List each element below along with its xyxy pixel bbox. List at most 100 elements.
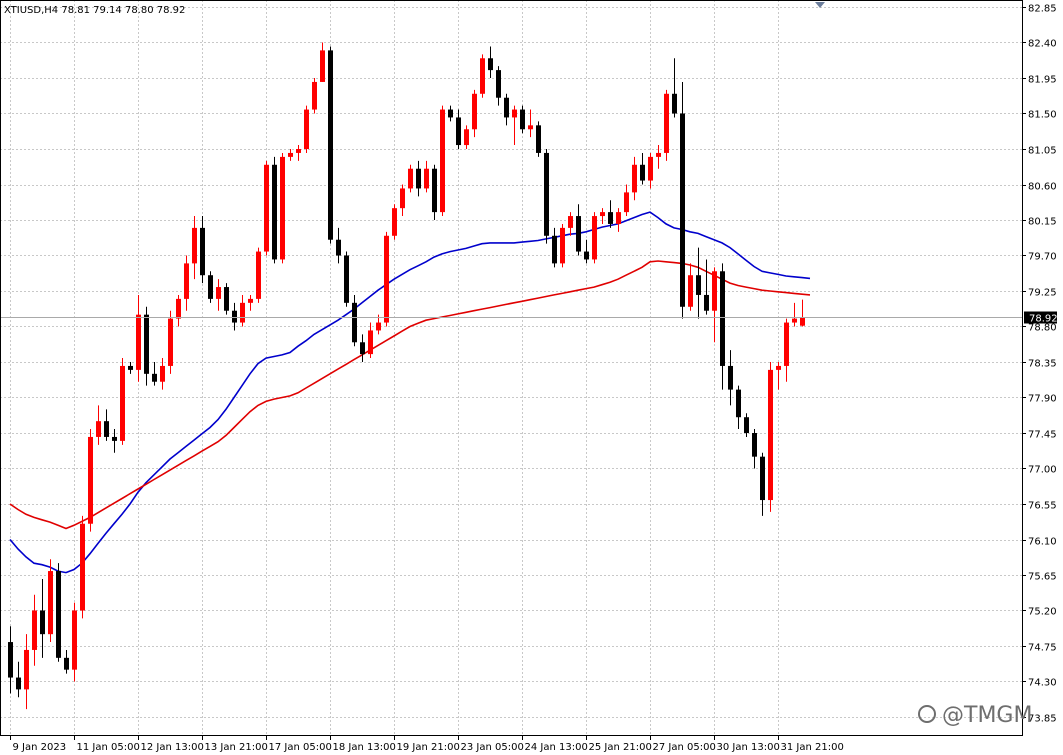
candle-body — [56, 571, 61, 658]
candle — [736, 385, 741, 430]
candle — [536, 121, 541, 157]
candles — [8, 42, 805, 710]
y-tick-label: 82.40 — [1028, 39, 1057, 50]
candle — [576, 204, 581, 256]
candle-body — [96, 421, 101, 437]
candle — [400, 184, 405, 217]
candle — [528, 109, 533, 138]
candle-body — [64, 657, 69, 670]
y-tick-label: 74.30 — [1028, 678, 1057, 689]
candle-body — [656, 152, 661, 157]
candle-body — [408, 168, 413, 189]
candle — [248, 294, 253, 311]
candle — [640, 152, 645, 185]
candle — [96, 405, 101, 445]
candle-body — [376, 322, 381, 331]
candle — [168, 310, 173, 374]
scroll-marker-icon[interactable] — [815, 2, 825, 8]
candle — [104, 409, 109, 441]
candle — [192, 216, 197, 280]
candle — [544, 149, 549, 244]
candle — [704, 259, 709, 315]
candle — [280, 152, 285, 264]
candle-body — [704, 294, 709, 311]
y-tick-label: 79.25 — [1028, 288, 1057, 299]
candle-body — [568, 216, 573, 228]
candle — [264, 160, 269, 256]
candle-body — [360, 342, 365, 355]
candle — [568, 212, 573, 236]
candle — [720, 263, 725, 390]
candle-body — [160, 365, 165, 382]
candle-body — [192, 227, 197, 264]
candle — [520, 105, 525, 134]
candle — [416, 160, 421, 197]
candle-body — [392, 208, 397, 236]
candle — [208, 271, 213, 303]
candle-body — [48, 571, 53, 635]
candle-body — [424, 168, 429, 189]
candle-body — [728, 365, 733, 390]
candle — [616, 208, 621, 232]
candle-body — [144, 314, 149, 374]
watermark-text: @TMGM — [942, 703, 1032, 728]
candle-body — [456, 117, 461, 146]
candle — [48, 559, 53, 643]
candle-body — [32, 610, 37, 650]
time-axis[interactable]: 9 Jan 2023 11 Jan 05:00 12 Jan 13:00 13 Jan… — [10, 736, 844, 753]
logo-icon — [918, 705, 936, 723]
candle-body — [16, 677, 21, 690]
x-tick-label: 25 Jan 21:00 — [589, 742, 652, 753]
candle — [160, 358, 165, 390]
candle-body — [744, 417, 749, 433]
y-tick-label: 75.20 — [1028, 607, 1057, 618]
x-tick-label: 18 Jan 13:00 — [333, 742, 396, 753]
candle — [232, 302, 237, 331]
candle-body — [280, 156, 285, 260]
candle — [128, 362, 133, 374]
candle — [272, 156, 277, 264]
candle — [256, 247, 261, 303]
x-tick-label: 17 Jan 05:00 — [269, 742, 332, 753]
chart-header: XTIUSD,H4 78.81 79.14 78.80 78.92 — [4, 5, 185, 16]
candle-body — [336, 239, 341, 256]
candle — [360, 334, 365, 362]
plot-area[interactable] — [0, 0, 1022, 736]
x-tick-label: 27 Jan 05:00 — [653, 742, 716, 753]
candle — [488, 46, 493, 78]
candle-body — [248, 298, 253, 303]
candle — [584, 239, 589, 264]
last-price-tag: 78.92 — [1024, 311, 1058, 325]
candle — [760, 452, 765, 516]
candle-body — [416, 168, 421, 189]
candle-body — [240, 302, 245, 323]
candle-body — [640, 164, 645, 181]
y-tick-label: 77.00 — [1028, 465, 1057, 476]
y-tick-label: 78.35 — [1028, 359, 1057, 370]
candle-body — [40, 610, 45, 635]
x-tick-label: 9 Jan 2023 — [13, 742, 67, 753]
candle-body — [664, 93, 669, 153]
candle — [496, 66, 501, 106]
y-tick-label: 76.55 — [1028, 501, 1057, 512]
candle — [392, 204, 397, 240]
candle — [688, 263, 693, 311]
price-axis[interactable]: 82.85 82.40 81.95 81.50 81.05 80.60 80.15 79.70… — [1022, 4, 1057, 725]
candle-body — [368, 330, 373, 355]
candle — [312, 78, 317, 114]
x-tick-label: 11 Jan 05:00 — [77, 742, 140, 753]
candle-body — [632, 164, 637, 193]
candle-body — [184, 263, 189, 299]
candle-body — [696, 275, 701, 295]
candle-body — [576, 216, 581, 252]
y-tick-label: 80.15 — [1028, 217, 1057, 228]
candle-body — [200, 227, 205, 276]
candle — [320, 42, 325, 82]
candle — [336, 227, 341, 264]
candle-body — [312, 81, 317, 110]
candle-body — [176, 298, 181, 319]
candle-body — [512, 109, 517, 118]
candle-body — [472, 93, 477, 130]
candle-body — [432, 168, 437, 213]
